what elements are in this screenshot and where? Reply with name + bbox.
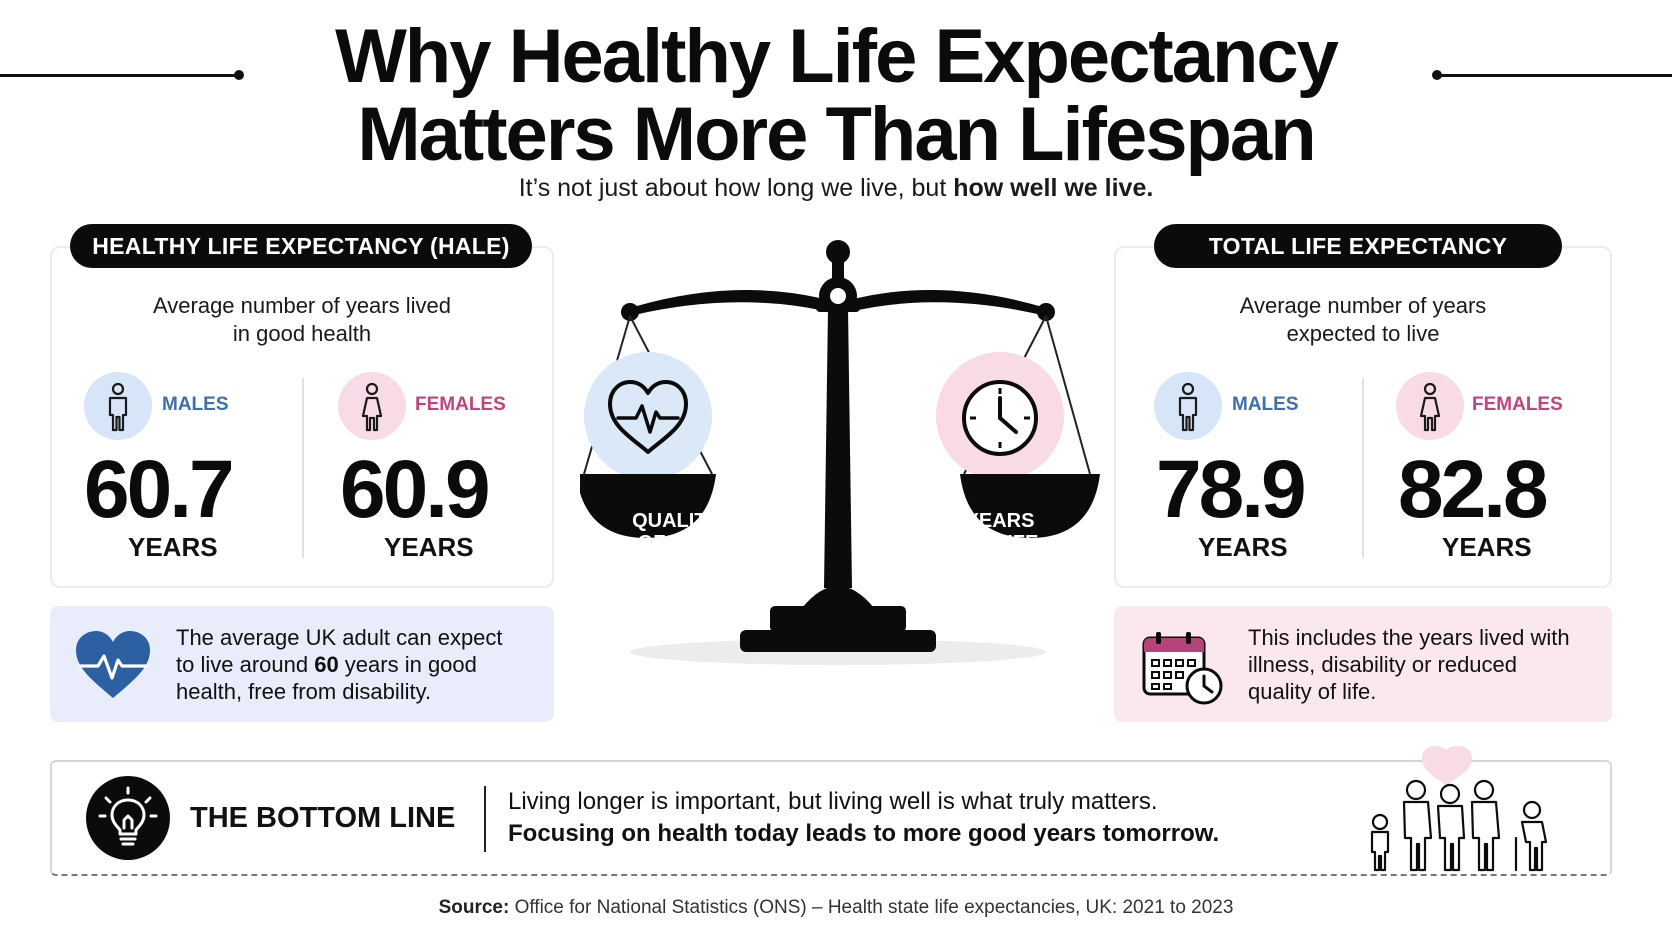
hale-females-unit: YEARS [384, 532, 474, 562]
source-text: Office for National Statistics (ONS) – H… [509, 897, 1234, 918]
heart-outline-icon [608, 380, 688, 454]
hale-note-box: The average UK adult can expect to live … [50, 606, 554, 722]
total-description: Average number of years expected to live [1114, 292, 1612, 348]
female-person-icon [338, 372, 406, 440]
total-males-label: MALES [1232, 394, 1299, 415]
bottom-line-label: THE BOTTOM LINE [190, 802, 456, 834]
calendar-clock-icon [1142, 632, 1223, 705]
bottom-line-panel: THE BOTTOM LINE Living longer is importa… [50, 745, 1612, 876]
total-males-unit: YEARS [1198, 532, 1288, 562]
hale-females-label: FEMALES [415, 394, 506, 415]
page-title: Why Healthy Life Expectancy Matters More… [250, 18, 1422, 174]
source-note: Source: Office for National Statistics (… [336, 897, 1336, 919]
total-females-value: 82.8 [1398, 444, 1549, 535]
total-note-box: This includes the years lived with illne… [1114, 606, 1612, 722]
title-rule-right-dot [1432, 70, 1442, 80]
total-males-value: 78.9 [1156, 444, 1307, 535]
scale-left-line-1: QUALITY [632, 510, 720, 532]
total-note-text: This includes the years lived with illne… [1248, 624, 1608, 705]
balance-scale-icon [580, 240, 1100, 665]
title-line-1: Why Healthy Life Expectancy [335, 14, 1339, 99]
subtitle-emphasis: how well we live. [953, 174, 1154, 202]
hale-note-line-2: to live around [176, 652, 315, 677]
bottom-line-separator [484, 786, 486, 852]
title-rule-left [0, 74, 238, 77]
subtitle-text: It’s not just about how long we live, bu… [518, 174, 954, 202]
bottom-line-text-2: Focusing on health today leads to more g… [508, 820, 1220, 847]
title-rule-right [1437, 74, 1672, 77]
bottom-line-text-1: Living longer is important, but living w… [508, 788, 1158, 815]
total-females-label: FEMALES [1472, 394, 1563, 415]
scale-right-label: YEARS OF LIFE [910, 510, 1090, 554]
hale-divider [302, 378, 304, 558]
heart-pulse-icon [76, 631, 150, 698]
total-note-line-2: illness, disability or reduced [1248, 652, 1518, 677]
total-note-line-3: quality of life. [1248, 679, 1377, 704]
scale-right-line-1: YEARS [965, 510, 1035, 532]
scale-right-line-2: OF LIFE [961, 532, 1039, 554]
total-females-unit: YEARS [1442, 532, 1532, 562]
hale-desc-line-2: in good health [232, 321, 372, 346]
female-person-icon [1396, 372, 1464, 440]
family-group-icon [1370, 745, 1548, 872]
subtitle: It’s not just about how long we live, bu… [336, 174, 1336, 203]
title-line-2: Matters More Than Lifespan [357, 92, 1316, 177]
total-desc-line-2: expected to live [1286, 321, 1440, 346]
hale-males-unit: YEARS [128, 532, 218, 562]
hale-males-label: MALES [162, 394, 229, 415]
lightbulb-icon [86, 776, 170, 860]
male-person-icon [1154, 372, 1222, 440]
scale-left-line-2: OF LIFE [637, 532, 715, 554]
male-person-icon [84, 372, 152, 440]
title-rule-left-dot [234, 70, 244, 80]
hale-note-line-1: The average UK adult can expect [176, 625, 503, 650]
hale-heading: HEALTHY LIFE EXPECTANCY (HALE) [70, 224, 532, 268]
source-label: Source: [438, 897, 510, 918]
hale-note-highlight: 60 [314, 652, 339, 677]
hale-females-value: 60.9 [340, 444, 491, 535]
hale-description: Average number of years lived in good he… [50, 292, 554, 348]
hale-desc-line-1: Average number of years lived [153, 293, 451, 318]
total-desc-line-1: Average number of years [1239, 293, 1487, 318]
scale-left-label: QUALITY OF LIFE [586, 510, 766, 554]
total-heading: TOTAL LIFE EXPECTANCY [1154, 224, 1562, 268]
hale-note-line-3: health, free from disability. [176, 679, 432, 704]
hale-note-line-2-end: years in good [338, 652, 477, 677]
total-divider [1362, 378, 1364, 558]
hale-males-value: 60.7 [84, 444, 235, 535]
total-note-line-1: This includes the years lived with [1248, 625, 1570, 650]
hale-note-text: The average UK adult can expect to live … [176, 624, 546, 705]
clock-icon [962, 380, 1038, 456]
